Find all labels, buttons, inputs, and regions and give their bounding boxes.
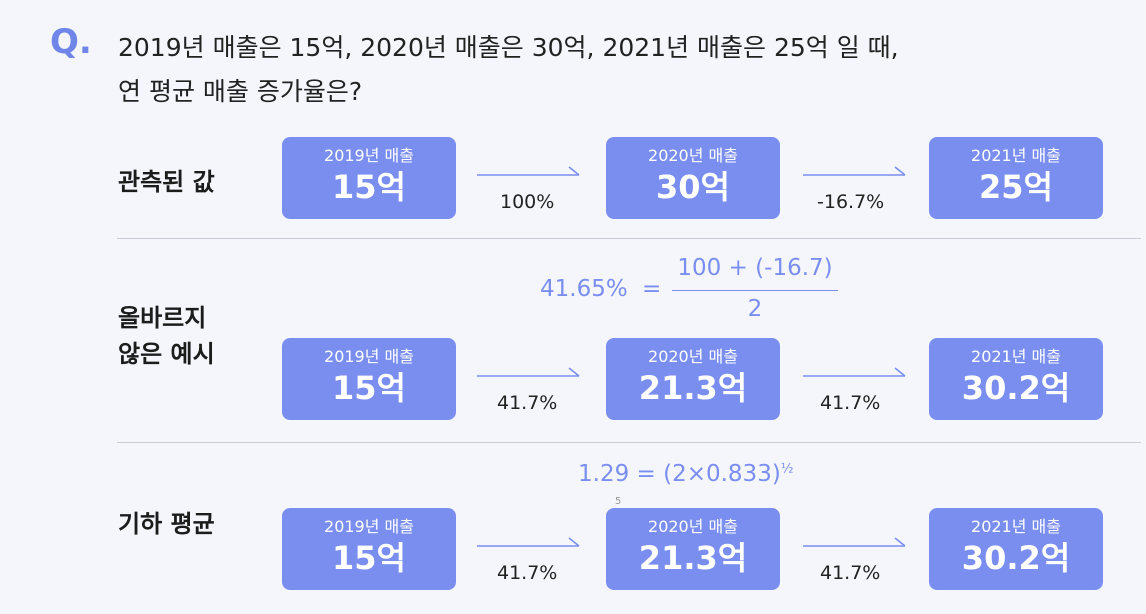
row-label-geometric-mean: 기하 평균 bbox=[118, 506, 215, 542]
arrow-icon bbox=[477, 166, 580, 176]
divider bbox=[117, 238, 1141, 239]
growth-rate-label: 41.7% bbox=[820, 562, 881, 584]
arrow-icon bbox=[803, 367, 906, 377]
formula-geometric-text: 1.29 = (2×0.833) bbox=[578, 461, 781, 487]
row-label-line: 기하 평균 bbox=[118, 510, 215, 538]
box-value: 25억 bbox=[979, 168, 1053, 206]
box-2020-incorrect: 2020년 매출 21.3억 bbox=[606, 338, 780, 420]
formula-wrong-left: 41.65% bbox=[540, 276, 628, 302]
box-2019-geometric: 2019년 매출 15억 bbox=[282, 508, 456, 590]
arrow-icon bbox=[803, 166, 906, 176]
box-caption: 2020년 매출 bbox=[648, 347, 738, 366]
box-2021-incorrect: 2021년 매출 30.2억 bbox=[929, 338, 1103, 420]
box-value: 21.3억 bbox=[638, 539, 748, 577]
formula-wrong-equals: = bbox=[642, 276, 662, 302]
box-caption: 2021년 매출 bbox=[971, 347, 1061, 366]
growth-rate-label: -16.7% bbox=[817, 191, 885, 213]
box-caption: 2021년 매출 bbox=[971, 517, 1061, 536]
row-label-observed: 관측된 값 bbox=[118, 164, 215, 200]
box-2020-geometric: 2020년 매출 21.3억 bbox=[606, 508, 780, 590]
formula-geometric: 1.29 = (2×0.833)½ bbox=[578, 461, 793, 487]
arrow-icon bbox=[477, 367, 580, 377]
growth-rate-label: 41.7% bbox=[497, 562, 558, 584]
growth-rate-label: 41.7% bbox=[497, 392, 558, 414]
row-label-line: 관측된 값 bbox=[118, 168, 215, 196]
box-value: 15억 bbox=[332, 168, 406, 206]
box-value: 30억 bbox=[656, 168, 730, 206]
box-caption: 2019년 매출 bbox=[324, 146, 414, 165]
question-mark-label: Q. bbox=[50, 22, 92, 62]
box-value: 21.3억 bbox=[638, 369, 748, 407]
row-label-incorrect-example: 올바르지 않은 예시 bbox=[118, 300, 215, 372]
arrow-icon bbox=[477, 537, 580, 547]
row-label-line: 않은 예시 bbox=[118, 340, 215, 368]
box-2020-observed: 2020년 매출 30억 bbox=[606, 137, 780, 219]
box-2019-observed: 2019년 매출 15억 bbox=[282, 137, 456, 219]
formula-geometric-exponent: ½ bbox=[780, 461, 794, 477]
arrow-icon bbox=[803, 537, 906, 547]
box-value: 15억 bbox=[332, 369, 406, 407]
box-caption: 2019년 매출 bbox=[324, 517, 414, 536]
question-line-1: 2019년 매출은 15억, 2020년 매출은 30억, 2021년 매출은 … bbox=[118, 33, 899, 62]
box-caption: 2020년 매출 bbox=[648, 517, 738, 536]
stray-mark: 5 bbox=[615, 496, 622, 507]
row-label-line: 올바르지 bbox=[118, 304, 207, 332]
box-value: 30.2억 bbox=[961, 369, 1071, 407]
formula-wrong-numerator: 100 + (-16.7) bbox=[677, 255, 833, 281]
box-caption: 2021년 매출 bbox=[971, 146, 1061, 165]
box-caption: 2020년 매출 bbox=[648, 146, 738, 165]
box-value: 30.2억 bbox=[961, 539, 1071, 577]
box-value: 15억 bbox=[332, 539, 406, 577]
formula-wrong-denominator: 2 bbox=[747, 296, 763, 322]
box-caption: 2019년 매출 bbox=[324, 347, 414, 366]
box-2021-observed: 2021년 매출 25억 bbox=[929, 137, 1103, 219]
box-2019-incorrect: 2019년 매출 15억 bbox=[282, 338, 456, 420]
fraction-bar bbox=[672, 290, 838, 291]
question-text: 2019년 매출은 15억, 2020년 매출은 30억, 2021년 매출은 … bbox=[118, 26, 1078, 114]
growth-rate-label: 41.7% bbox=[820, 392, 881, 414]
box-2021-geometric: 2021년 매출 30.2억 bbox=[929, 508, 1103, 590]
growth-rate-label: 100% bbox=[500, 191, 555, 213]
divider bbox=[117, 442, 1141, 443]
question-line-2: 연 평균 매출 증가율은? bbox=[118, 77, 363, 106]
